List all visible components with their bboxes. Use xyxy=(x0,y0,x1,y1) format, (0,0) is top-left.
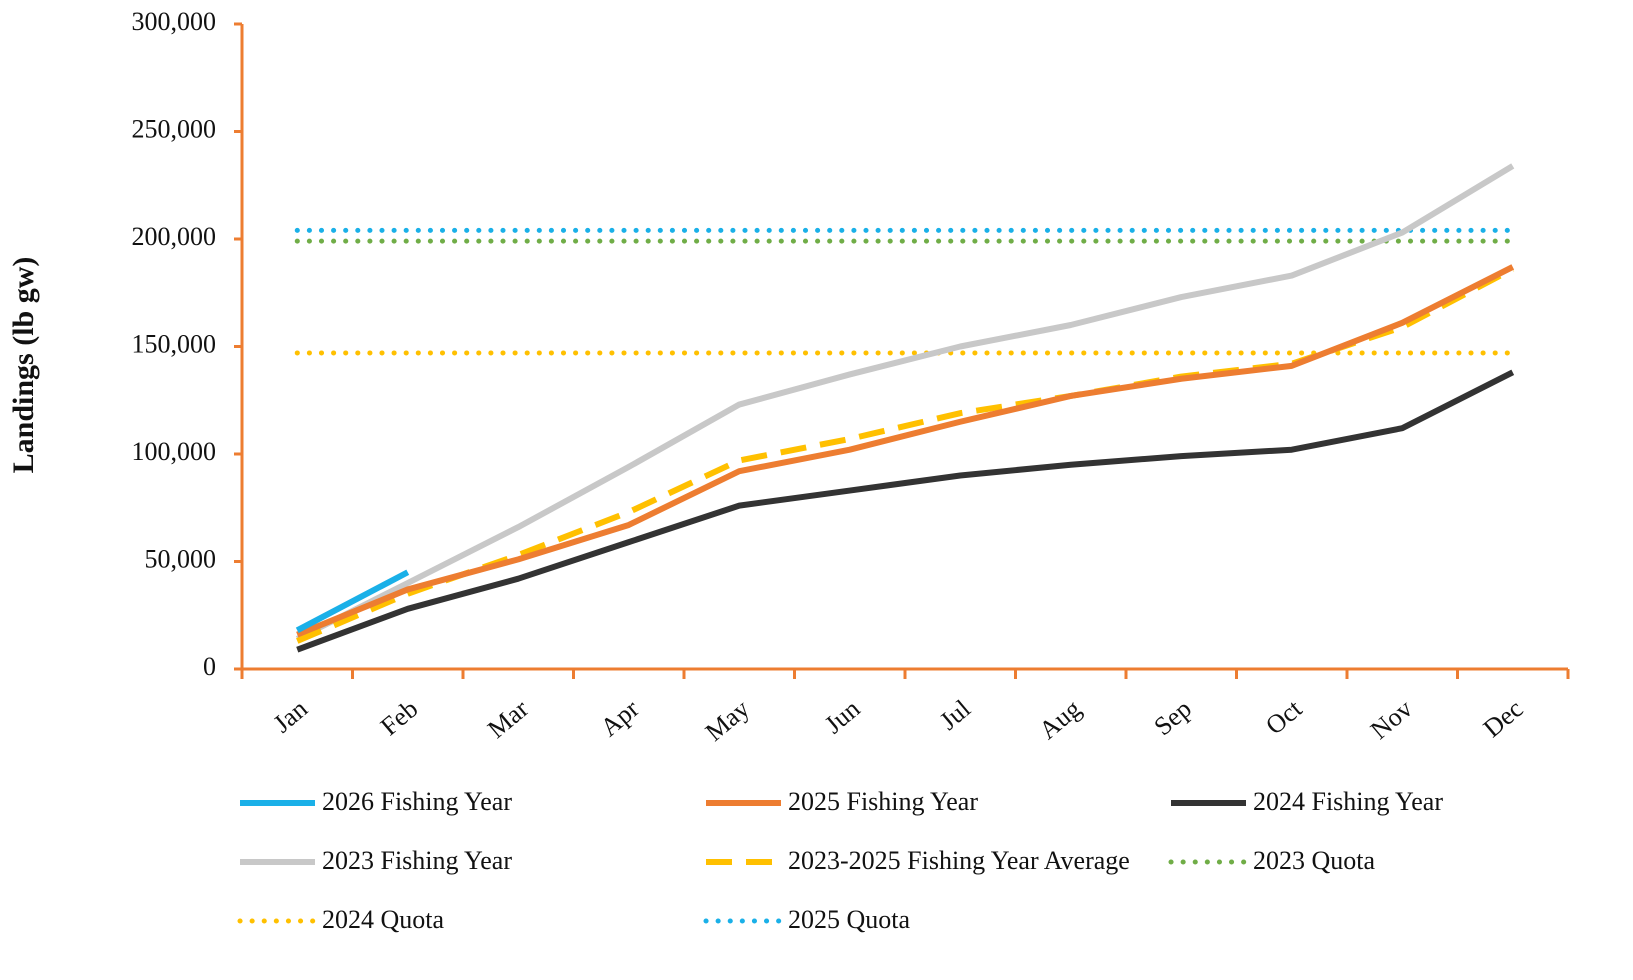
x-tick-label: Feb xyxy=(375,694,424,741)
series-line xyxy=(295,163,1515,642)
y-tick-label: 50,000 xyxy=(145,544,217,573)
x-tick-label: Jan xyxy=(268,694,313,739)
legend-label: 2023 Fishing Year xyxy=(322,846,512,875)
y-tick-label: 200,000 xyxy=(132,222,217,251)
legend-label: 2026 Fishing Year xyxy=(322,787,512,816)
y-tick-label: 250,000 xyxy=(132,114,217,143)
legend-label: 2024 Quota xyxy=(322,905,445,934)
x-tick-label: Aug xyxy=(1033,694,1086,745)
legend-label: 2025 Quota xyxy=(788,905,911,934)
x-tick-label: Jun xyxy=(819,694,865,739)
legend-label: 2023-2025 Fishing Year Average xyxy=(788,846,1130,875)
x-tick-label: Sep xyxy=(1148,694,1197,741)
x-tick-label: Oct xyxy=(1260,693,1308,740)
x-tick-label: Jul xyxy=(934,694,976,736)
legend-label: 2023 Quota xyxy=(1253,846,1376,875)
x-tick-label: Apr xyxy=(595,694,645,742)
series-line xyxy=(296,266,1515,644)
series-line xyxy=(295,569,410,633)
y-axis-label: Landings (lb gw) xyxy=(7,257,40,474)
series-line xyxy=(296,264,1515,638)
x-tick-label: Dec xyxy=(1478,694,1529,743)
series-line xyxy=(296,369,1515,653)
x-tick-label: Mar xyxy=(482,694,534,744)
legend-label: 2025 Fishing Year xyxy=(788,787,978,816)
y-tick-label: 300,000 xyxy=(132,7,217,36)
y-tick-label: 150,000 xyxy=(132,329,217,358)
y-tick-label: 100,000 xyxy=(132,437,217,466)
x-tick-label: Nov xyxy=(1365,694,1418,745)
legend-label: 2024 Fishing Year xyxy=(1253,787,1443,816)
y-tick-label: 0 xyxy=(203,652,216,681)
x-tick-label: May xyxy=(700,694,755,747)
